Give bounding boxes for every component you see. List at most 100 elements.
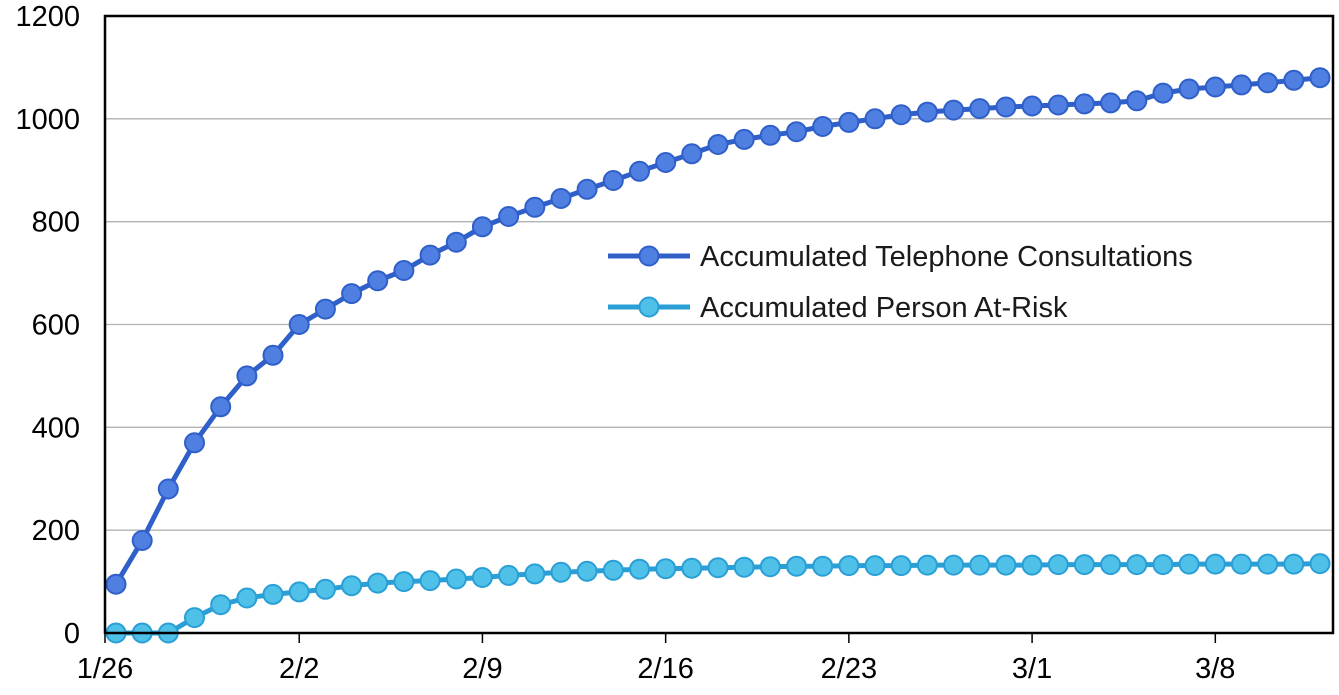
x-tick-label: 1/26 bbox=[77, 653, 133, 685]
data-point-telephone-consultations bbox=[629, 160, 650, 182]
data-point-person-at-risk bbox=[1100, 554, 1122, 576]
data-point-person-at-risk bbox=[1309, 553, 1331, 575]
y-tick-label: 600 bbox=[32, 310, 80, 342]
data-point-telephone-consultations bbox=[498, 206, 520, 227]
data-point-telephone-consultations bbox=[786, 121, 807, 143]
y-tick-label: 400 bbox=[32, 412, 80, 444]
data-point-telephone-consultations bbox=[1021, 95, 1043, 117]
data-point-person-at-risk bbox=[838, 555, 860, 577]
data-point-telephone-consultations bbox=[1257, 72, 1279, 94]
data-point-telephone-consultations bbox=[1073, 93, 1095, 115]
data-point-telephone-consultations bbox=[1283, 69, 1305, 91]
data-point-person-at-risk bbox=[995, 554, 1017, 576]
x-tick-label: 2/2 bbox=[279, 653, 319, 685]
data-point-person-at-risk bbox=[367, 572, 389, 594]
legend: Accumulated Telephone Consultations Accu… bbox=[608, 241, 1193, 324]
data-point-person-at-risk bbox=[210, 594, 232, 616]
data-point-telephone-consultations bbox=[681, 143, 703, 165]
data-point-person-at-risk bbox=[864, 555, 886, 577]
data-point-telephone-consultations bbox=[419, 244, 441, 266]
data-point-telephone-consultations bbox=[812, 116, 834, 137]
data-point-telephone-consultations bbox=[1178, 78, 1200, 100]
data-point-telephone-consultations bbox=[838, 111, 860, 133]
data-point-person-at-risk bbox=[393, 571, 415, 593]
data-point-telephone-consultations bbox=[655, 152, 677, 173]
series-telephone-consultations bbox=[105, 67, 1331, 595]
data-point-person-at-risk bbox=[655, 558, 677, 580]
data-point-person-at-risk bbox=[184, 607, 205, 629]
data-point-person-at-risk bbox=[1073, 554, 1095, 576]
x-tick-label: 3/8 bbox=[1195, 653, 1235, 685]
data-point-person-at-risk bbox=[786, 555, 807, 577]
data-point-telephone-consultations bbox=[105, 573, 127, 595]
data-point-telephone-consultations bbox=[367, 270, 389, 292]
data-point-telephone-consultations bbox=[210, 396, 232, 418]
data-point-person-at-risk bbox=[681, 557, 703, 579]
data-point-telephone-consultations bbox=[733, 128, 755, 150]
y-tick-label: 0 bbox=[64, 618, 80, 650]
data-point-telephone-consultations bbox=[602, 170, 624, 191]
data-point-person-at-risk bbox=[550, 561, 572, 583]
x-tick-label: 2/16 bbox=[637, 653, 693, 685]
x-tick-label: 2/23 bbox=[821, 653, 877, 685]
data-point-person-at-risk bbox=[524, 563, 546, 585]
legend-label-telephone-consultations: Accumulated Telephone Consultations bbox=[700, 241, 1193, 273]
data-point-person-at-risk bbox=[1204, 553, 1226, 575]
data-point-telephone-consultations bbox=[445, 231, 467, 253]
data-point-person-at-risk bbox=[498, 564, 520, 586]
data-point-telephone-consultations bbox=[471, 216, 493, 238]
data-point-person-at-risk bbox=[1152, 554, 1174, 576]
legend-marker-telephone-consultations bbox=[638, 245, 660, 267]
data-series bbox=[105, 67, 1331, 644]
data-point-telephone-consultations bbox=[1100, 92, 1122, 114]
data-point-telephone-consultations bbox=[1309, 67, 1331, 89]
x-tick-label: 2/9 bbox=[462, 653, 502, 685]
data-point-telephone-consultations bbox=[524, 196, 546, 218]
data-point-person-at-risk bbox=[341, 575, 363, 597]
data-point-person-at-risk bbox=[602, 559, 624, 581]
data-point-telephone-consultations bbox=[157, 478, 179, 500]
data-point-person-at-risk bbox=[969, 554, 991, 576]
data-point-telephone-consultations bbox=[184, 432, 205, 454]
y-tick-label: 200 bbox=[32, 515, 80, 547]
data-point-person-at-risk bbox=[1178, 553, 1200, 575]
data-point-person-at-risk bbox=[471, 567, 493, 588]
data-point-telephone-consultations bbox=[288, 314, 310, 335]
data-point-telephone-consultations bbox=[1047, 94, 1069, 116]
series-person-at-risk bbox=[105, 553, 1331, 644]
data-point-person-at-risk bbox=[1283, 553, 1305, 575]
data-point-telephone-consultations bbox=[943, 99, 965, 121]
data-point-person-at-risk bbox=[1021, 554, 1043, 576]
data-point-person-at-risk bbox=[1126, 554, 1148, 576]
y-axis-tick-labels: 0 200 400 600 800 1000 1200 bbox=[15, 1, 80, 650]
data-point-telephone-consultations bbox=[759, 124, 781, 146]
data-point-person-at-risk bbox=[890, 555, 912, 577]
data-point-telephone-consultations bbox=[314, 298, 336, 320]
data-point-person-at-risk bbox=[1231, 553, 1252, 575]
data-point-telephone-consultations bbox=[995, 96, 1017, 118]
data-point-person-at-risk bbox=[1047, 554, 1069, 576]
y-tick-label: 800 bbox=[32, 207, 80, 239]
data-point-person-at-risk bbox=[943, 554, 965, 576]
y-tick-label: 1000 bbox=[15, 104, 80, 136]
data-point-telephone-consultations bbox=[341, 283, 363, 305]
legend-label-person-at-risk: Accumulated Person At-Risk bbox=[700, 292, 1068, 324]
data-point-person-at-risk bbox=[812, 555, 834, 577]
data-point-telephone-consultations bbox=[916, 101, 938, 123]
data-point-person-at-risk bbox=[707, 557, 729, 579]
data-point-telephone-consultations bbox=[707, 134, 729, 155]
data-point-person-at-risk bbox=[288, 581, 310, 603]
data-point-person-at-risk bbox=[314, 578, 336, 600]
data-point-telephone-consultations bbox=[1152, 82, 1174, 104]
x-tick-label: 3/1 bbox=[1012, 653, 1052, 685]
legend-entry-person-at-risk: Accumulated Person At-Risk bbox=[608, 292, 1068, 324]
data-point-telephone-consultations bbox=[236, 365, 258, 387]
data-point-telephone-consultations bbox=[890, 104, 912, 126]
data-point-person-at-risk bbox=[916, 554, 938, 576]
legend-marker-person-at-risk bbox=[638, 296, 660, 318]
data-point-telephone-consultations bbox=[550, 188, 572, 209]
legend-entry-telephone-consultations: Accumulated Telephone Consultations bbox=[608, 241, 1193, 273]
data-point-telephone-consultations bbox=[1126, 90, 1148, 112]
data-point-telephone-consultations bbox=[969, 98, 991, 120]
